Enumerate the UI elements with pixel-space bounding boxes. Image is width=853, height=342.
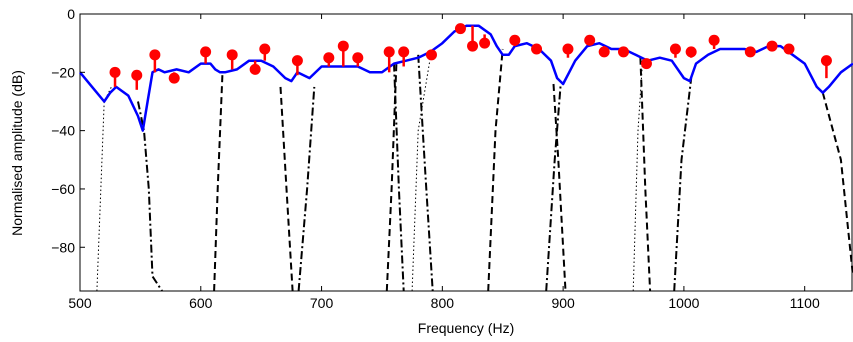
x-tick-label: 600 (189, 295, 213, 311)
peak-marker (708, 34, 720, 46)
peak-marker (467, 40, 479, 52)
peak-marker (584, 34, 596, 46)
peak-marker (766, 40, 778, 52)
x-axis-label: Frequency (Hz) (418, 320, 514, 336)
peak-markers (109, 23, 832, 90)
peak-marker (291, 55, 303, 67)
y-axis-label: Normalised amplitude (dB) (9, 70, 25, 236)
filter-curve-10 (545, 83, 562, 292)
y-tick-label: −80 (51, 239, 75, 255)
y-axis: 0 −20 −40 −60 −80 (51, 6, 85, 255)
plot-area (79, 13, 853, 292)
filter-curve-5 (385, 63, 398, 292)
peak-marker (168, 72, 180, 84)
peak-marker (383, 46, 395, 58)
peak-marker (531, 43, 543, 55)
peak-marker (820, 55, 832, 67)
peak-marker (398, 46, 410, 58)
peak-marker (259, 43, 271, 55)
peak-marker (618, 46, 630, 58)
peak-marker (149, 49, 161, 61)
filter-curve-4 (297, 86, 316, 292)
filter-curve-9 (487, 48, 504, 292)
x-tick-label: 900 (551, 295, 575, 311)
filter-curve-2 (213, 72, 224, 292)
filter-curve-15 (821, 92, 853, 277)
x-axis: 500 600 700 800 900 1000 1100 (68, 14, 820, 311)
y-tick-label: −40 (51, 123, 75, 139)
filter-curve-6 (393, 63, 405, 292)
peak-marker (352, 52, 364, 64)
peak-marker (226, 49, 238, 61)
y-tick-label: 0 (67, 6, 75, 22)
filter-curve-13 (639, 57, 652, 292)
x-tick-label: 700 (310, 295, 334, 311)
peak-marker (669, 43, 681, 55)
peak-marker (640, 58, 652, 70)
peak-marker (131, 69, 143, 81)
x-tick-label: 1100 (790, 295, 820, 311)
filter-curve-14 (673, 77, 693, 292)
y-tick-label: −20 (51, 64, 75, 80)
y-tick-label: −60 (51, 181, 75, 197)
peak-marker (200, 46, 212, 58)
peak-marker (249, 63, 261, 75)
peak-marker (509, 34, 521, 46)
peak-marker (323, 52, 335, 64)
filter-curve-11 (552, 83, 567, 292)
peak-marker (783, 43, 795, 55)
filter-curves (96, 48, 853, 292)
x-tick-label: 1000 (668, 295, 699, 311)
peak-marker (109, 66, 121, 78)
filter-curve-1 (137, 101, 163, 292)
filter-curve-0 (96, 86, 112, 292)
peak-marker (337, 40, 349, 52)
peak-marker (425, 49, 437, 61)
filter-curve-7 (411, 57, 431, 292)
peak-marker (562, 43, 574, 55)
peak-marker (454, 23, 466, 35)
peak-marker (744, 46, 756, 58)
peak-marker (685, 46, 697, 58)
peak-marker (598, 46, 610, 58)
x-tick-label: 800 (431, 295, 455, 311)
peak-marker (479, 37, 491, 49)
filter-curve-8 (417, 54, 434, 292)
filter-curve-3 (279, 86, 294, 292)
grid-frame (79, 13, 853, 292)
x-tick-label: 500 (68, 295, 92, 311)
